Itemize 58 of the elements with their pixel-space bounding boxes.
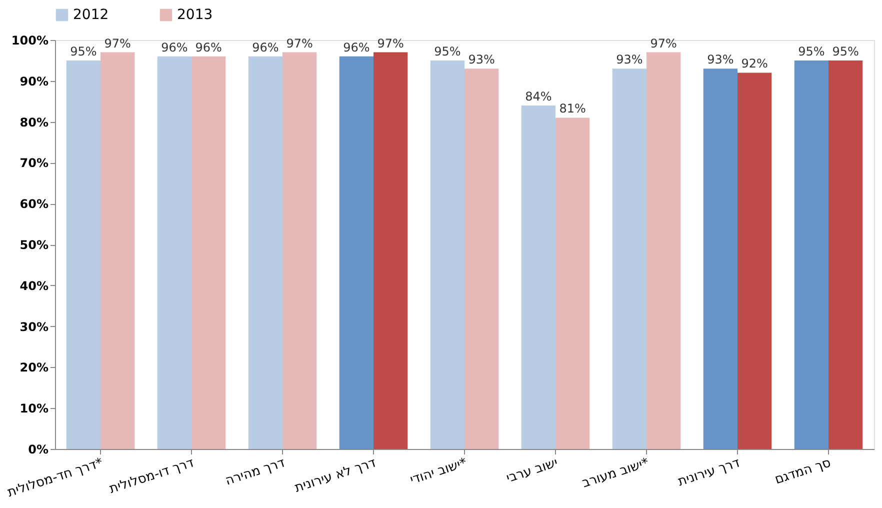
bar	[794, 60, 828, 449]
x-tick-label: דרך עירונית	[676, 456, 742, 490]
x-tick-label: דרך מהירה	[224, 456, 287, 489]
y-tick-label: 20%	[20, 360, 48, 375]
legend-label: 2012	[73, 7, 109, 23]
bar	[157, 56, 192, 449]
bar	[192, 56, 226, 449]
x-tick-label: ישוב מעורב*	[580, 455, 652, 492]
data-label: 95%	[832, 44, 859, 58]
x-tick-label: ישוב יהודי*	[408, 455, 470, 488]
bar	[464, 68, 499, 449]
x-tick-label: דרך דו-מסלולית	[108, 456, 196, 497]
data-label: 97%	[650, 36, 677, 50]
bar	[521, 105, 556, 449]
bar	[556, 118, 590, 449]
y-tick-label: 70%	[20, 156, 48, 170]
bar	[100, 52, 135, 449]
y-tick-label: 90%	[20, 74, 48, 88]
y-tick-label: 0%	[28, 442, 48, 456]
data-label: 96%	[195, 40, 222, 54]
bar	[703, 68, 738, 449]
y-tick-label: 40%	[20, 278, 48, 293]
y-tick-label: 100%	[11, 34, 48, 48]
data-label: 93%	[468, 52, 495, 67]
bar	[66, 60, 100, 449]
bar	[430, 60, 464, 449]
x-tick-label: דרך לא עירונית	[292, 456, 378, 496]
bar	[612, 68, 646, 449]
y-tick-label: 60%	[20, 197, 48, 212]
data-label: 96%	[252, 40, 279, 54]
data-label: 96%	[343, 40, 370, 54]
data-label: 84%	[525, 89, 552, 104]
data-label: 97%	[377, 36, 404, 50]
x-tick-label: ישוב ערבי	[504, 456, 560, 486]
x-tick-label: דרך חד-מסלולית*	[6, 455, 106, 501]
data-label: 92%	[741, 56, 768, 71]
y-tick-label: 30%	[20, 320, 48, 334]
bar	[828, 60, 863, 449]
bar	[339, 56, 374, 449]
data-label: 96%	[161, 40, 188, 54]
data-label: 97%	[104, 36, 131, 50]
data-label: 95%	[70, 44, 97, 58]
x-tick-label: סך המדגם	[773, 456, 833, 488]
bar	[248, 56, 282, 449]
y-tick-label: 10%	[20, 402, 48, 416]
data-label: 95%	[798, 44, 825, 58]
data-label: 93%	[616, 52, 643, 67]
data-label: 97%	[286, 36, 313, 50]
bar	[374, 52, 408, 449]
data-label: 81%	[559, 102, 586, 116]
y-tick-label: 80%	[20, 115, 48, 130]
data-label: 95%	[434, 44, 461, 58]
bar	[738, 72, 772, 449]
bar	[646, 52, 681, 449]
legend-label: 2013	[177, 7, 213, 23]
data-label: 93%	[707, 52, 734, 67]
bar	[282, 52, 317, 449]
y-tick-label: 50%	[20, 238, 48, 252]
